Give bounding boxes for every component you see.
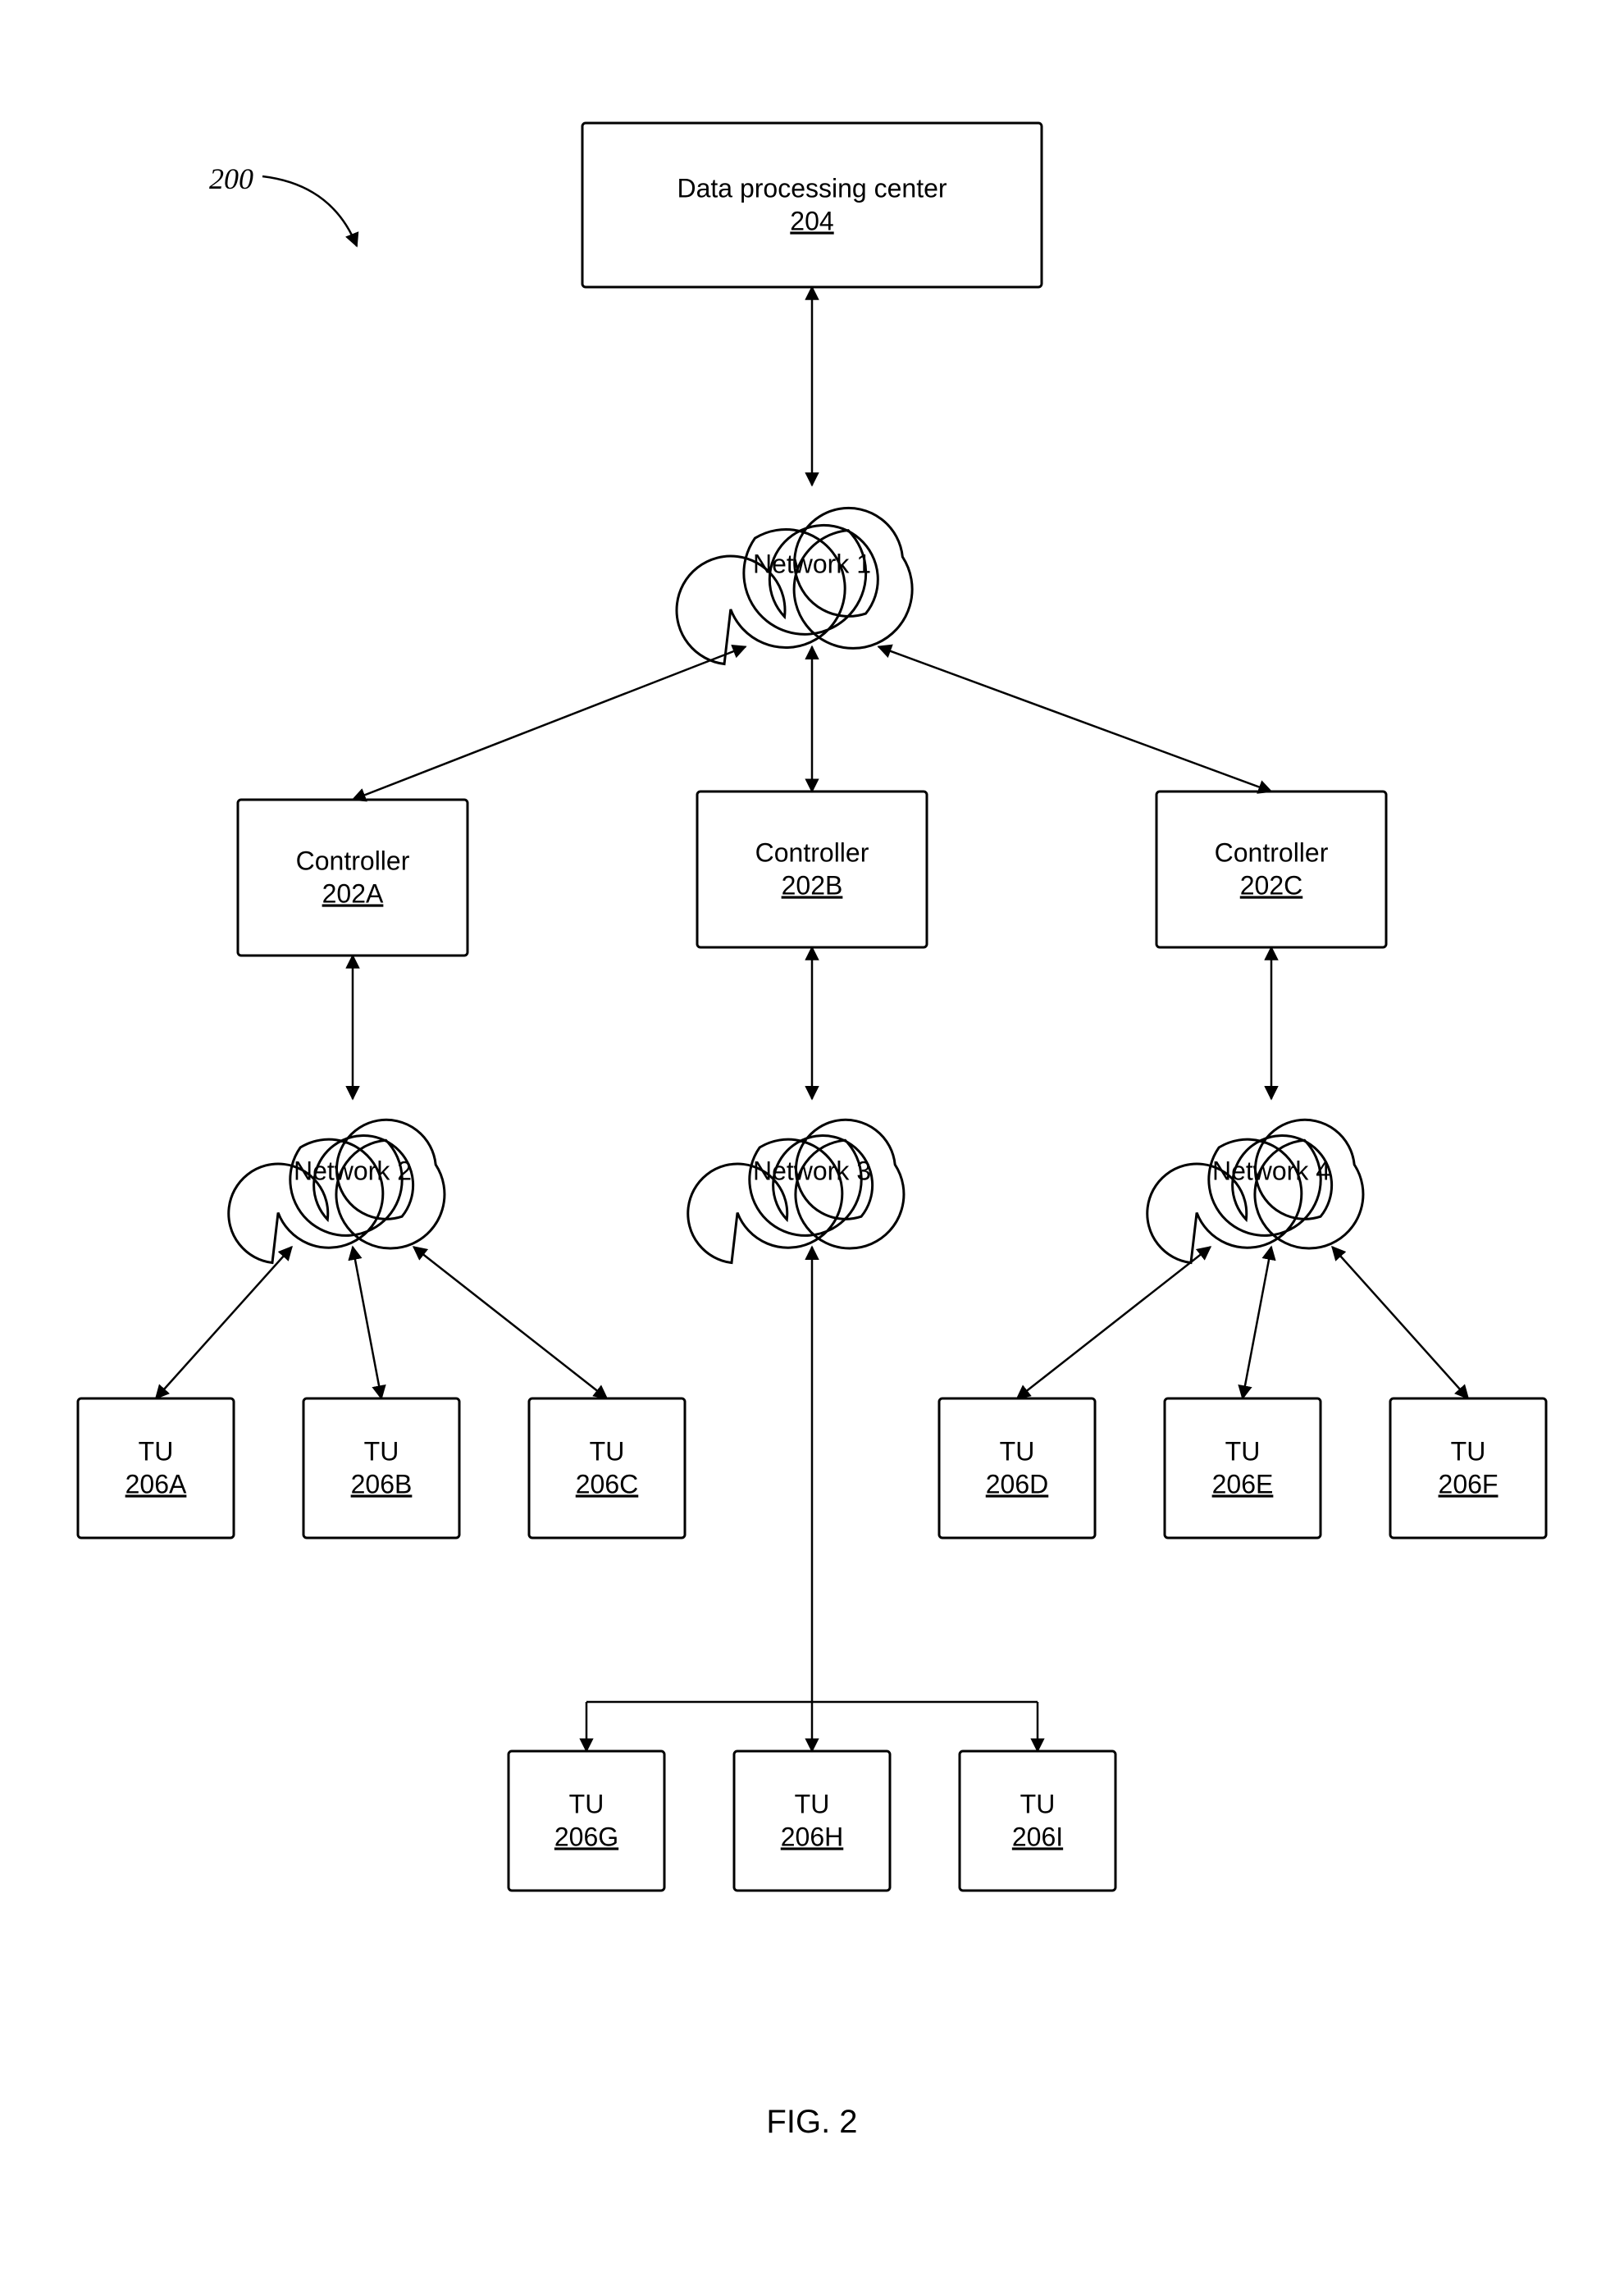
node-ref: 206H [781, 1822, 844, 1851]
edge-net2-tuA [156, 1247, 292, 1398]
edge-net1-ctrlA [353, 646, 746, 800]
figure-label: FIG. 2 [766, 2104, 857, 2140]
edge-net4-tuF [1332, 1247, 1468, 1398]
node-title: Network 1 [753, 549, 871, 578]
node-title: TU [590, 1436, 625, 1466]
node-tuE: TU206E [1165, 1398, 1321, 1538]
node-title: TU [1000, 1436, 1035, 1466]
diagram-canvas: Data processing center 204 Network 1 Contro… [0, 0, 1624, 2290]
node-net4: Network 4 [1147, 1120, 1363, 1262]
node-ref: 202A [322, 878, 384, 908]
node-ctrlA: Controller 202A [238, 800, 468, 956]
node-title: Network 4 [1212, 1156, 1330, 1185]
node-tuF: TU206F [1390, 1398, 1546, 1538]
callout-arrow [262, 176, 357, 246]
node-title: TU [139, 1436, 174, 1466]
node-title: TU [795, 1789, 830, 1818]
edge-net2-tuB [353, 1247, 381, 1398]
node-tuC: TU206C [529, 1398, 685, 1538]
node-net2: Network 2 [229, 1120, 445, 1262]
figure-callout: 200 [209, 162, 253, 195]
node-ref: 202C [1240, 870, 1303, 900]
node-ctrlB: Controller202B [697, 791, 927, 947]
node-ref: 206G [554, 1822, 618, 1851]
node-tuD: TU206D [939, 1398, 1095, 1538]
node-title: TU [1020, 1789, 1056, 1818]
node-tuB: TU206B [303, 1398, 459, 1538]
node-title: TU [569, 1789, 604, 1818]
node-title: Controller [296, 846, 410, 875]
node-ref: 206A [125, 1469, 187, 1499]
node-ref: 206I [1012, 1822, 1063, 1851]
node-title: Network 3 [753, 1156, 871, 1185]
node-ref: 202B [782, 870, 843, 900]
node-title: Network 2 [294, 1156, 412, 1185]
node-title: TU [1225, 1436, 1261, 1466]
node-title: Controller [1215, 837, 1329, 867]
node-title: TU [364, 1436, 399, 1466]
edge-net2-tuC [413, 1247, 607, 1398]
node-ref: 206E [1212, 1469, 1274, 1499]
node-title: TU [1451, 1436, 1486, 1466]
node-ref: 206D [986, 1469, 1049, 1499]
node-ref: 206F [1439, 1469, 1499, 1499]
edge-net1-ctrlC [878, 646, 1271, 791]
node-ref: 206C [576, 1469, 639, 1499]
node-tuI: TU 206I [960, 1751, 1115, 1891]
node-tuH: TU 206H [734, 1751, 890, 1891]
node-ctrlC: Controller202C [1156, 791, 1386, 947]
node-tuG: TU 206G [509, 1751, 664, 1891]
node-dpc: Data processing center 204 [582, 123, 1042, 287]
node-title: Controller [755, 837, 869, 867]
node-ref: 204 [790, 206, 833, 235]
node-title: Data processing center [677, 173, 947, 203]
node-net3: Network 3 [688, 1120, 904, 1262]
node-tuA: TU206A [78, 1398, 234, 1538]
edge-net4-tuD [1017, 1247, 1211, 1398]
edge-net4-tuE [1243, 1247, 1271, 1398]
node-net1: Network 1 [677, 508, 912, 664]
node-ref: 206B [351, 1469, 413, 1499]
